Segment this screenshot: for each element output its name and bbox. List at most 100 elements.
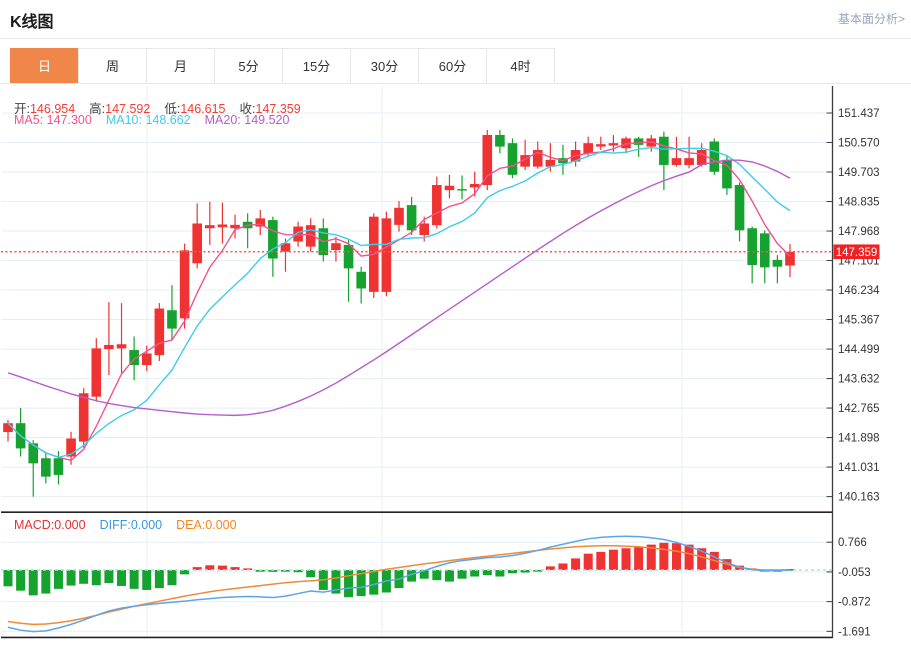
ohlc-low: 低:146.615 — [164, 102, 226, 116]
macd-bar — [331, 570, 341, 594]
title-divider — [0, 38, 911, 39]
tab-60min[interactable]: 60分 — [418, 48, 487, 84]
ohlc-close: 收:147.359 — [239, 102, 301, 116]
price-tick-label: 143.632 — [838, 374, 880, 386]
candle-body — [596, 144, 606, 147]
fundamental-analysis-link[interactable]: 基本面分析> — [837, 12, 905, 26]
candle-body — [343, 244, 354, 269]
macd-bar — [243, 568, 253, 570]
macd-tick-label: -0.872 — [838, 597, 871, 609]
macd-value: MACD:0.000 — [14, 518, 86, 532]
dea-value: DEA:0.000 — [176, 518, 237, 532]
macd-axis-labels: 0.766 -0.053 -0.872 -1.691 — [826, 537, 871, 638]
candle-body — [696, 149, 707, 165]
macd-bar — [558, 563, 568, 570]
macd-bar — [129, 570, 139, 589]
candle-body — [671, 158, 682, 165]
candle-body — [545, 159, 556, 167]
macd-bar — [230, 567, 240, 570]
page-title: K线图 — [10, 14, 54, 31]
macd-bar — [671, 543, 681, 570]
candle-body — [785, 251, 795, 266]
candles-layer — [3, 129, 795, 497]
macd-bar — [280, 570, 290, 572]
candle-body — [154, 308, 165, 356]
macd-bar — [596, 551, 606, 570]
price-tick-label: 151.437 — [838, 108, 880, 120]
candle-body — [633, 138, 644, 145]
macd-bar — [28, 570, 38, 596]
candle-body — [104, 344, 114, 350]
candle-body — [381, 218, 392, 292]
tab-day[interactable]: 日 — [10, 48, 79, 84]
macd-bar — [508, 570, 518, 574]
last-price-badge: 147.359 — [833, 244, 880, 260]
candle-body — [444, 185, 455, 191]
macd-bar — [608, 549, 618, 570]
tab-month[interactable]: 月 — [146, 48, 215, 84]
diff-value: DIFF:0.000 — [99, 518, 163, 532]
candle-body — [432, 185, 442, 226]
candle-body — [532, 149, 543, 167]
macd-bar — [79, 570, 89, 584]
candle-body — [293, 226, 303, 242]
macd-bar — [344, 570, 354, 598]
macd-bar — [646, 544, 656, 570]
macd-bar — [571, 558, 581, 570]
candle-body — [41, 458, 51, 477]
price-tick-label: 141.031 — [838, 462, 880, 474]
macd-tick-label: -0.053 — [838, 567, 871, 579]
macd-bar — [482, 570, 492, 576]
macd-bar — [306, 570, 316, 578]
macd-bar — [470, 570, 480, 577]
candle-body — [116, 344, 127, 349]
macd-bar — [255, 570, 265, 572]
macd-bar — [621, 548, 631, 570]
macd-row: MACD:0.000 DIFF:0.000 DEA:0.000 — [14, 518, 251, 532]
price-gridlines — [1, 86, 832, 638]
macd-bar — [697, 548, 707, 570]
tab-30min[interactable]: 30分 — [350, 48, 419, 84]
candle-body — [772, 259, 783, 267]
macd-bar — [104, 570, 114, 584]
ma5-line — [7, 141, 791, 462]
candle-body — [331, 243, 341, 251]
candle-body — [394, 207, 404, 225]
ma10-value: MA10: 148.662 — [105, 113, 191, 127]
macd-bar — [180, 570, 190, 575]
candle-body — [659, 136, 669, 165]
price-tick-label: 149.703 — [838, 167, 880, 179]
candle-body — [356, 271, 366, 289]
diff-line — [7, 535, 791, 633]
candle-body — [305, 225, 316, 247]
price-tick-label: 140.163 — [838, 492, 880, 504]
candle-body — [722, 159, 732, 189]
ohlc-open: 开:146.954 — [14, 102, 76, 116]
price-axis-labels: 151.437150.570149.703148.835147.968147.1… — [826, 108, 880, 504]
candle-body — [734, 185, 745, 231]
candle-body — [3, 423, 13, 433]
macd-bar — [495, 570, 505, 577]
macd-bar — [369, 570, 379, 595]
macd-bar — [117, 570, 127, 586]
candle-body — [53, 458, 64, 475]
price-tick-label: 141.898 — [838, 433, 880, 445]
macd-bar — [53, 570, 63, 589]
price-tick-label: 145.367 — [838, 315, 880, 327]
tab-15min[interactable]: 15分 — [282, 48, 351, 84]
macd-tick-label: 0.766 — [838, 537, 867, 549]
ma20-value: MA20: 149.520 — [204, 113, 290, 127]
candle-body — [167, 310, 177, 329]
macd-bar — [205, 565, 215, 570]
macd-bar — [533, 570, 543, 572]
macd-bar — [356, 570, 366, 597]
candle-body — [583, 143, 593, 154]
candle-body — [268, 220, 278, 259]
candle-body — [759, 233, 770, 268]
tab-5min[interactable]: 5分 — [214, 48, 283, 84]
candle-body — [230, 224, 240, 229]
ma-row: MA5: 147.300 MA10: 148.662 MA20: 149.520 — [14, 113, 303, 127]
candle-body — [520, 155, 530, 167]
